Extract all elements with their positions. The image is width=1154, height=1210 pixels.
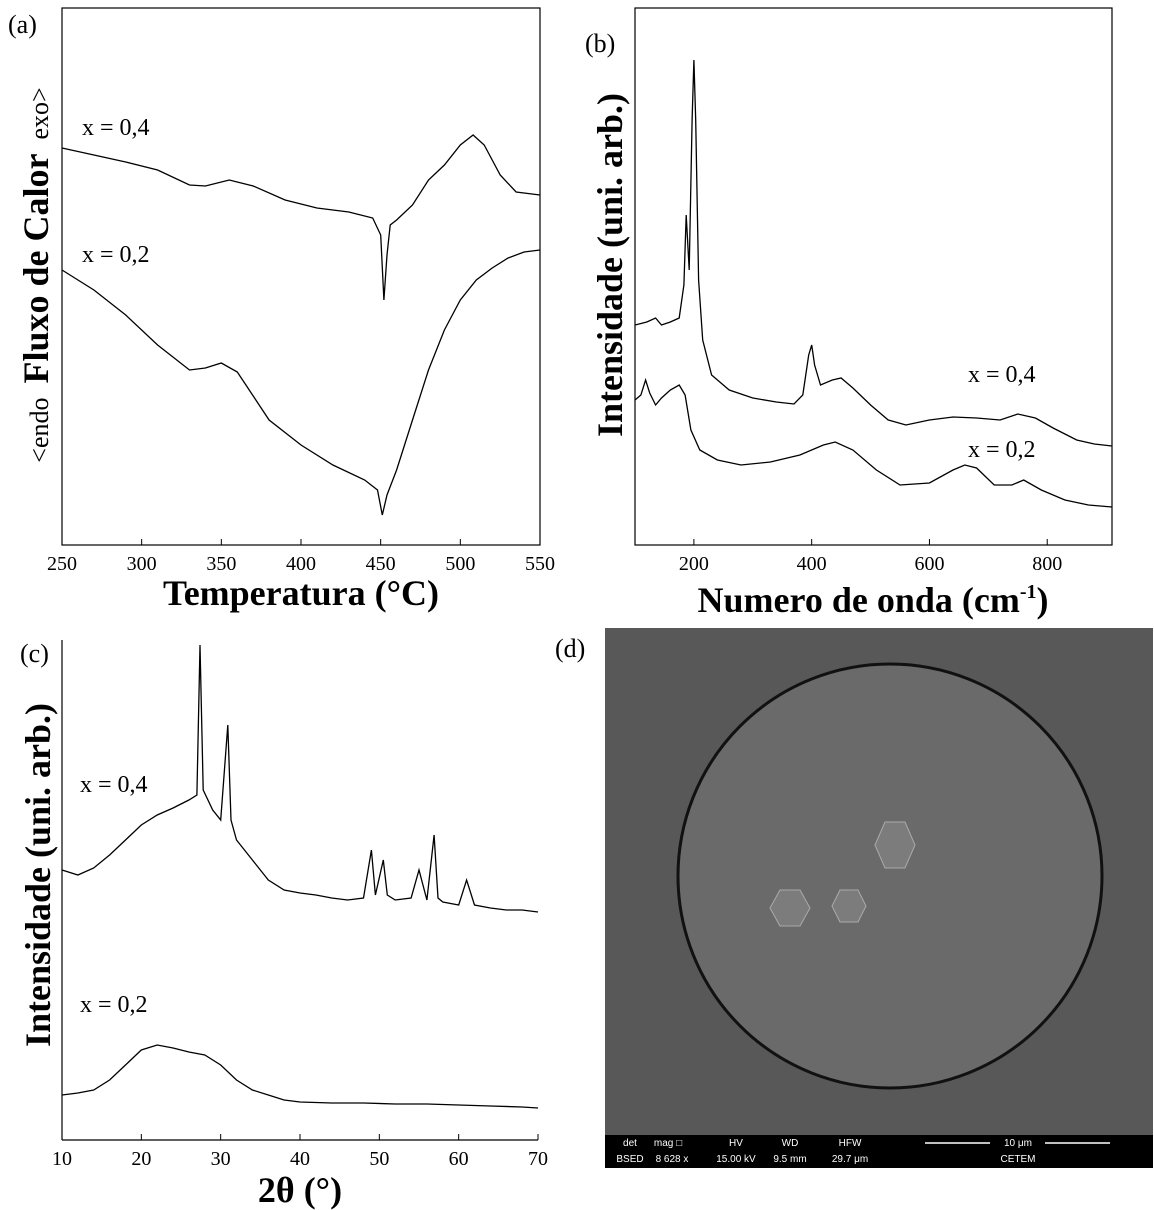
info-value: 15.00 kV xyxy=(716,1154,756,1165)
x-tick-label: 60 xyxy=(449,1148,469,1170)
x-tick-label: 50 xyxy=(369,1148,389,1170)
series-label: x = 0,2 xyxy=(82,242,150,268)
x-tick-label: 200 xyxy=(679,553,709,575)
x-tick-label: 70 xyxy=(528,1148,548,1170)
crystal xyxy=(831,889,867,923)
y-axis-title: <endo Fluxo de Calor exo> xyxy=(16,87,56,462)
plot-frame xyxy=(634,7,1113,546)
x-tick-label: 400 xyxy=(286,553,316,575)
series-label: x = 0,4 xyxy=(968,362,1036,388)
crystal xyxy=(769,889,811,927)
x-tick-label: 40 xyxy=(290,1148,310,1170)
data-line xyxy=(634,377,1113,508)
info-value: 8 628 x xyxy=(656,1154,689,1165)
panel-label: (c) xyxy=(20,639,49,668)
y-axis-title-main: Fluxo de Calor xyxy=(16,153,56,383)
crystal xyxy=(874,821,916,869)
series-label: x = 0,2 xyxy=(968,437,1036,463)
info-label: mag □ xyxy=(654,1138,682,1149)
scale-bg xyxy=(990,1137,1045,1149)
scale-label: 10 μm xyxy=(1004,1138,1032,1149)
x-tick-label: 400 xyxy=(797,553,827,575)
x-tick-label: 600 xyxy=(914,553,944,575)
y-axis-title: Intensidade (uni. arb.) xyxy=(18,703,58,1047)
x-axis-title: Temperatura (°C) xyxy=(163,573,439,613)
y-axis-title-left: <endo xyxy=(25,398,54,463)
series-label: x = 0,2 xyxy=(80,992,148,1018)
info-value: 9.5 mm xyxy=(773,1154,806,1165)
x-tick-label: 550 xyxy=(525,553,555,575)
info-label: HV xyxy=(729,1138,743,1149)
info-label: det xyxy=(623,1138,637,1149)
x-axis-title: Numero de onda (cm-1) xyxy=(698,580,1049,620)
data-line xyxy=(61,1044,539,1109)
y-axis-title-right: exo> xyxy=(25,87,54,139)
data-line xyxy=(61,644,539,913)
info-label: WD xyxy=(782,1138,799,1149)
x-tick-label: 250 xyxy=(47,553,77,575)
data-line xyxy=(61,249,541,516)
y-axis-title: Intensidade (uni. arb.) xyxy=(590,93,630,437)
x-tick-label: 350 xyxy=(206,553,236,575)
series-label: x = 0,4 xyxy=(82,115,150,141)
x-tick-label: 500 xyxy=(445,553,475,575)
series-label: x = 0,4 xyxy=(80,772,148,798)
x-tick-label: 800 xyxy=(1032,553,1062,575)
info-value: 29.7 μm xyxy=(832,1154,868,1165)
info-value: CETEM xyxy=(1001,1154,1036,1165)
data-line xyxy=(634,59,1113,447)
x-tick-label: 20 xyxy=(131,1148,151,1170)
x-tick-label: 30 xyxy=(211,1148,231,1170)
x-axis-title-sup: -1 xyxy=(1020,581,1037,603)
x-axis-title: 2θ (°) xyxy=(258,1170,342,1210)
data-line xyxy=(61,134,541,301)
plot-frame xyxy=(61,7,541,546)
panel-label: (a) xyxy=(8,10,37,39)
info-value: BSED xyxy=(616,1154,643,1165)
panel-label: (d) xyxy=(555,634,585,663)
panel-label: (b) xyxy=(585,29,615,58)
sem-panel: det mag □ HV WD HFW 10 μm BSED 8 628 x 1… xyxy=(555,628,1153,1168)
droplet xyxy=(676,662,1104,1090)
x-tick-label: 300 xyxy=(127,553,157,575)
x-axis-title-main: Numero de onda (cm xyxy=(698,580,1020,620)
info-bar xyxy=(605,1135,1153,1168)
x-tick-label: 10 xyxy=(52,1148,72,1170)
x-axis-title-end: ) xyxy=(1036,580,1048,620)
info-label: HFW xyxy=(839,1138,862,1149)
x-tick-label: 450 xyxy=(366,553,396,575)
